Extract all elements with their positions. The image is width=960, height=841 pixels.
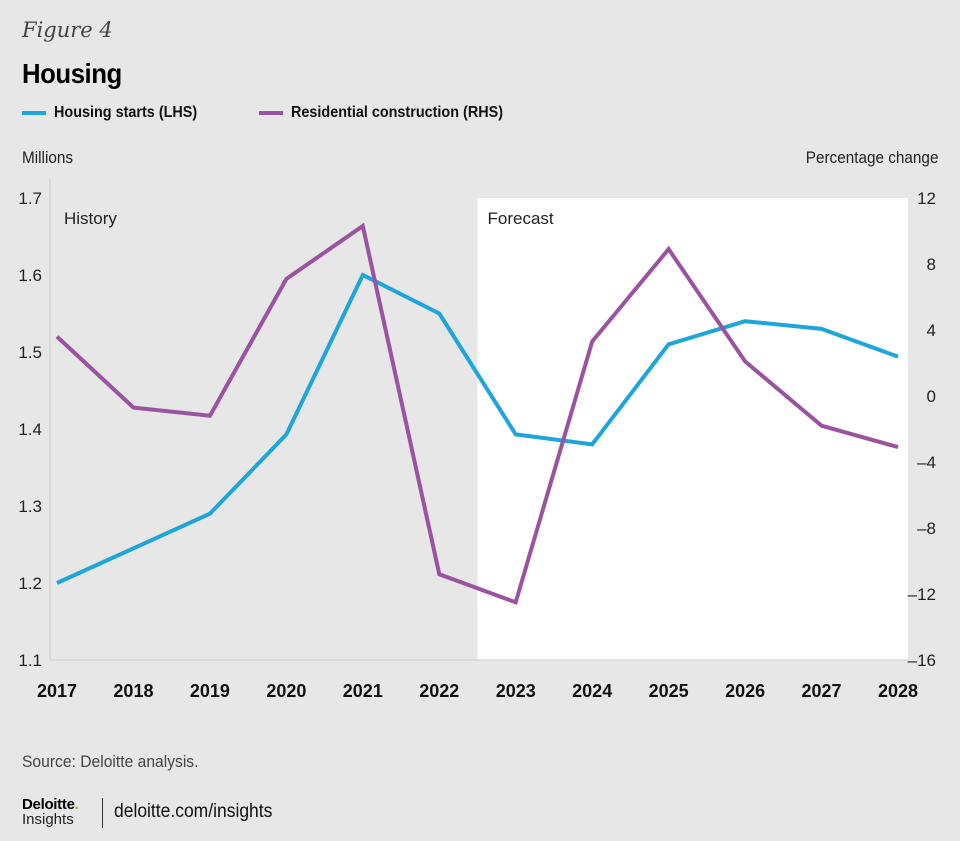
x-tick-label: 2027 <box>802 681 842 701</box>
left-axis-title: Millions <box>22 148 74 167</box>
brand-url-link[interactable]: deloitte.com/insights <box>114 801 273 822</box>
x-tick-label: 2025 <box>649 681 689 701</box>
right-axis-ticks: 12 8 4 0 –4 –8 –12 –16 <box>908 189 936 670</box>
brand-insights: Insights <box>22 811 74 828</box>
legend-item-housing-starts: Housing starts (LHS) <box>22 104 213 122</box>
x-tick-label: 2018 <box>113 681 153 701</box>
right-tick-label: 12 <box>917 189 936 208</box>
left-tick-label: 1.1 <box>18 651 42 670</box>
left-tick-label: 1.3 <box>18 497 42 516</box>
x-tick-label: 2023 <box>496 681 536 701</box>
x-tick-label: 2017 <box>37 681 77 701</box>
legend-label: Residential construction (RHS) <box>291 104 504 121</box>
right-tick-label: 4 <box>927 321 936 340</box>
left-tick-label: 1.5 <box>18 343 42 362</box>
left-axis-ticks: 1.7 1.6 1.5 1.4 1.3 1.2 1.1 <box>18 189 42 670</box>
right-tick-label: –12 <box>908 585 936 604</box>
right-tick-label: –16 <box>908 651 936 670</box>
legend-swatch-housing-starts <box>22 111 46 115</box>
residential-construction-line <box>55 222 899 605</box>
left-tick-label: 1.4 <box>18 420 42 439</box>
x-axis-ticks: 2017 2018 2019 2020 2021 2022 2023 2024 2025 2026… <box>37 681 918 701</box>
history-label: History <box>64 209 117 228</box>
forecast-label: Forecast <box>488 209 554 228</box>
left-tick-label: 1.2 <box>18 574 42 593</box>
brand-dot-icon: . <box>74 796 79 813</box>
right-axis-title: Percentage change <box>805 148 938 167</box>
series-lines <box>55 222 899 605</box>
figure-label: Figure 4 <box>22 18 113 42</box>
deloitte-logo: Deloitte. <box>22 796 79 813</box>
right-tick-label: –8 <box>917 519 936 538</box>
x-tick-label: 2019 <box>190 681 230 701</box>
legend-swatch-residential-construction <box>259 111 283 115</box>
brand-name: Deloitte <box>22 796 75 813</box>
x-tick-label: 2026 <box>725 681 765 701</box>
chart-plot: History Forecast 1.7 1.6 1.5 1.4 1.3 1.2 1.1 1… <box>18 178 936 701</box>
right-tick-label: 8 <box>927 255 936 274</box>
x-tick-label: 2022 <box>419 681 459 701</box>
left-tick-label: 1.6 <box>18 266 42 285</box>
x-tick-label: 2020 <box>266 681 306 701</box>
chart-title: Housing <box>22 58 122 89</box>
left-tick-label: 1.7 <box>18 189 42 208</box>
right-tick-label: –4 <box>917 453 936 472</box>
x-tick-label: 2021 <box>343 681 383 701</box>
housing-starts-line <box>56 272 899 585</box>
legend-label: Housing starts (LHS) <box>54 104 198 121</box>
legend-item-residential-construction: Residential construction (RHS) <box>259 104 527 122</box>
right-tick-label: 0 <box>927 387 936 406</box>
source-note: Source: Deloitte analysis. <box>22 752 199 771</box>
forecast-region <box>477 198 908 660</box>
brand-divider <box>102 798 103 828</box>
x-tick-label: 2024 <box>572 681 612 701</box>
x-tick-label: 2028 <box>878 681 918 701</box>
